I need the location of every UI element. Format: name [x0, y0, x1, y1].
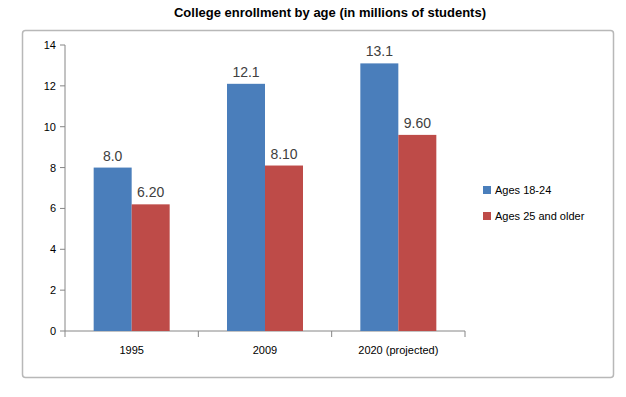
data-label: 6.20	[137, 184, 164, 200]
x-tick	[465, 331, 466, 337]
y-tick	[60, 208, 65, 209]
y-tick-label: 12	[44, 80, 56, 92]
y-tick	[60, 249, 65, 250]
x-tick	[198, 331, 199, 337]
y-tick-label: 0	[50, 325, 56, 337]
y-tick	[60, 290, 65, 291]
bars	[94, 63, 437, 331]
legend-swatch	[483, 186, 491, 194]
legend-label: Ages 18-24	[495, 184, 551, 196]
data-label: 9.60	[404, 115, 431, 131]
chart-title: College enrollment by age (in millions o…	[174, 5, 486, 20]
y-tick	[60, 126, 65, 127]
y-tick-label: 2	[50, 284, 56, 296]
chart: College enrollment by age (in millions o…	[0, 0, 626, 397]
data-label: 8.10	[270, 146, 297, 162]
y-tick	[60, 45, 65, 46]
y-tick	[60, 85, 65, 86]
y-tick	[60, 167, 65, 168]
y-tick-label: 10	[44, 121, 56, 133]
y-tick-label: 6	[50, 202, 56, 214]
y-tick-label: 4	[50, 243, 56, 255]
data-label: 8.0	[103, 148, 123, 164]
x-tick	[331, 331, 332, 337]
data-label: 13.1	[366, 43, 393, 59]
y-tick-label: 8	[50, 162, 56, 174]
bar	[265, 166, 303, 331]
data-label: 12.1	[232, 64, 259, 80]
bar	[94, 168, 132, 331]
x-tick-label: 2009	[253, 344, 277, 356]
x-tick-label: 2020 (projected)	[358, 344, 438, 356]
bar	[132, 204, 170, 331]
bar	[398, 135, 436, 331]
bar	[360, 63, 398, 331]
x-tick-label: 1995	[119, 344, 143, 356]
y-tick	[60, 331, 65, 332]
chart-frame	[23, 31, 614, 378]
bar	[227, 84, 265, 331]
legend-label: Ages 25 and older	[495, 210, 585, 222]
x-tick	[65, 331, 66, 337]
legend-swatch	[483, 212, 491, 220]
y-tick-label: 14	[44, 39, 56, 51]
y-axis	[65, 45, 66, 331]
